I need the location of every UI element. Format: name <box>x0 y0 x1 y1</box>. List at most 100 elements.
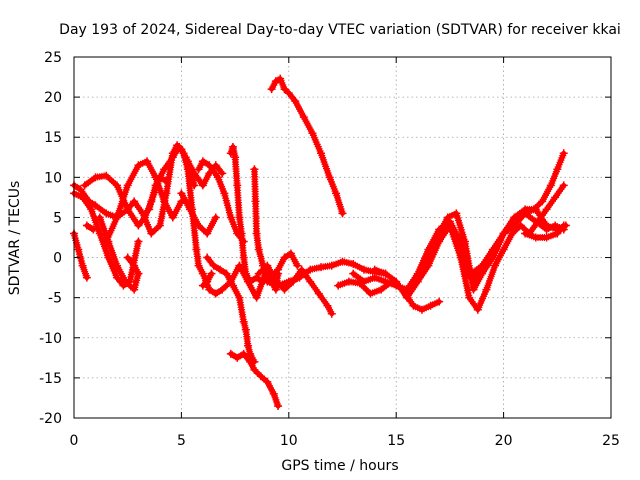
data-point <box>203 229 212 238</box>
data-point <box>280 253 289 262</box>
series-markers <box>177 189 220 237</box>
data-point <box>231 153 240 162</box>
data-point <box>254 269 263 278</box>
data-point <box>251 197 260 206</box>
data-point <box>327 261 336 270</box>
data-point <box>267 85 276 94</box>
data-point <box>499 229 508 238</box>
data-point <box>91 173 100 182</box>
data-point <box>284 89 293 98</box>
data-point <box>102 209 111 218</box>
data-point <box>207 269 216 278</box>
y-tick-label: -20 <box>39 411 62 427</box>
data-point <box>145 205 154 214</box>
data-point <box>424 261 433 270</box>
data-point <box>213 173 222 182</box>
data-point <box>553 229 562 238</box>
data-point <box>478 261 487 270</box>
data-point <box>82 221 91 230</box>
x-tick-label: 25 <box>602 433 620 449</box>
data-point <box>104 253 113 262</box>
series-arc-24 <box>402 181 568 314</box>
data-point <box>123 253 132 262</box>
data-point <box>205 161 214 170</box>
data-point <box>74 245 83 254</box>
data-point <box>188 205 197 214</box>
x-tick-label: 10 <box>280 433 298 449</box>
data-point <box>95 213 104 222</box>
data-point <box>456 253 465 262</box>
data-point <box>263 261 272 270</box>
data-point <box>102 171 111 180</box>
data-point <box>246 277 255 286</box>
data-point <box>392 277 401 286</box>
data-point <box>119 281 128 290</box>
data-point <box>271 77 280 86</box>
data-point <box>130 261 139 270</box>
data-point <box>349 259 358 268</box>
series-arc-8 <box>123 253 143 278</box>
data-point <box>559 221 568 230</box>
data-point <box>478 269 487 278</box>
x-tick-label: 0 <box>70 433 79 449</box>
data-point <box>198 269 207 278</box>
data-point <box>334 281 343 290</box>
data-point <box>286 249 295 258</box>
data-point <box>317 149 326 158</box>
data-point <box>87 205 96 214</box>
series-markers <box>70 230 91 282</box>
data-point <box>488 245 497 254</box>
data-point <box>112 213 121 222</box>
data-point <box>228 142 237 151</box>
data-point <box>531 233 540 242</box>
data-point <box>381 277 390 286</box>
data-point <box>443 213 452 222</box>
series-arc-18 <box>267 74 347 218</box>
data-point <box>542 205 551 214</box>
data-point <box>521 229 530 238</box>
data-point <box>546 181 555 190</box>
data-point <box>542 221 551 230</box>
data-point <box>80 181 89 190</box>
data-point <box>134 269 143 278</box>
data-point <box>314 289 323 298</box>
data-point <box>295 273 304 282</box>
data-point <box>529 205 538 214</box>
data-point <box>198 157 207 166</box>
data-point <box>469 285 478 294</box>
data-point <box>332 189 341 198</box>
series-arc-14 <box>226 142 302 286</box>
data-point <box>413 277 422 286</box>
data-point <box>317 263 326 272</box>
data-point <box>239 317 248 326</box>
data-point <box>241 325 250 334</box>
data-point <box>89 225 98 234</box>
data-point <box>306 265 315 274</box>
series-markers <box>102 157 185 245</box>
y-tick-label: 15 <box>44 130 62 146</box>
data-point <box>274 265 283 274</box>
data-point <box>435 237 444 246</box>
data-point <box>452 209 461 218</box>
data-point <box>284 277 293 286</box>
data-point <box>192 245 201 254</box>
data-point <box>482 285 491 294</box>
data-point <box>551 193 560 202</box>
data-point <box>121 277 130 286</box>
data-point <box>499 245 508 254</box>
data-point <box>359 265 368 274</box>
data-point <box>274 281 283 290</box>
y-tick-label: 20 <box>44 90 62 106</box>
data-point <box>179 149 188 158</box>
plot-frame <box>73 56 612 419</box>
data-point <box>76 185 85 194</box>
series-arc-7 <box>95 213 143 294</box>
data-point <box>533 217 542 226</box>
data-point <box>168 153 177 162</box>
data-point <box>370 273 379 282</box>
y-tick-label: -10 <box>39 331 62 347</box>
data-point <box>82 273 91 282</box>
data-point <box>235 213 244 222</box>
data-point <box>162 177 171 186</box>
data-point <box>276 74 285 83</box>
